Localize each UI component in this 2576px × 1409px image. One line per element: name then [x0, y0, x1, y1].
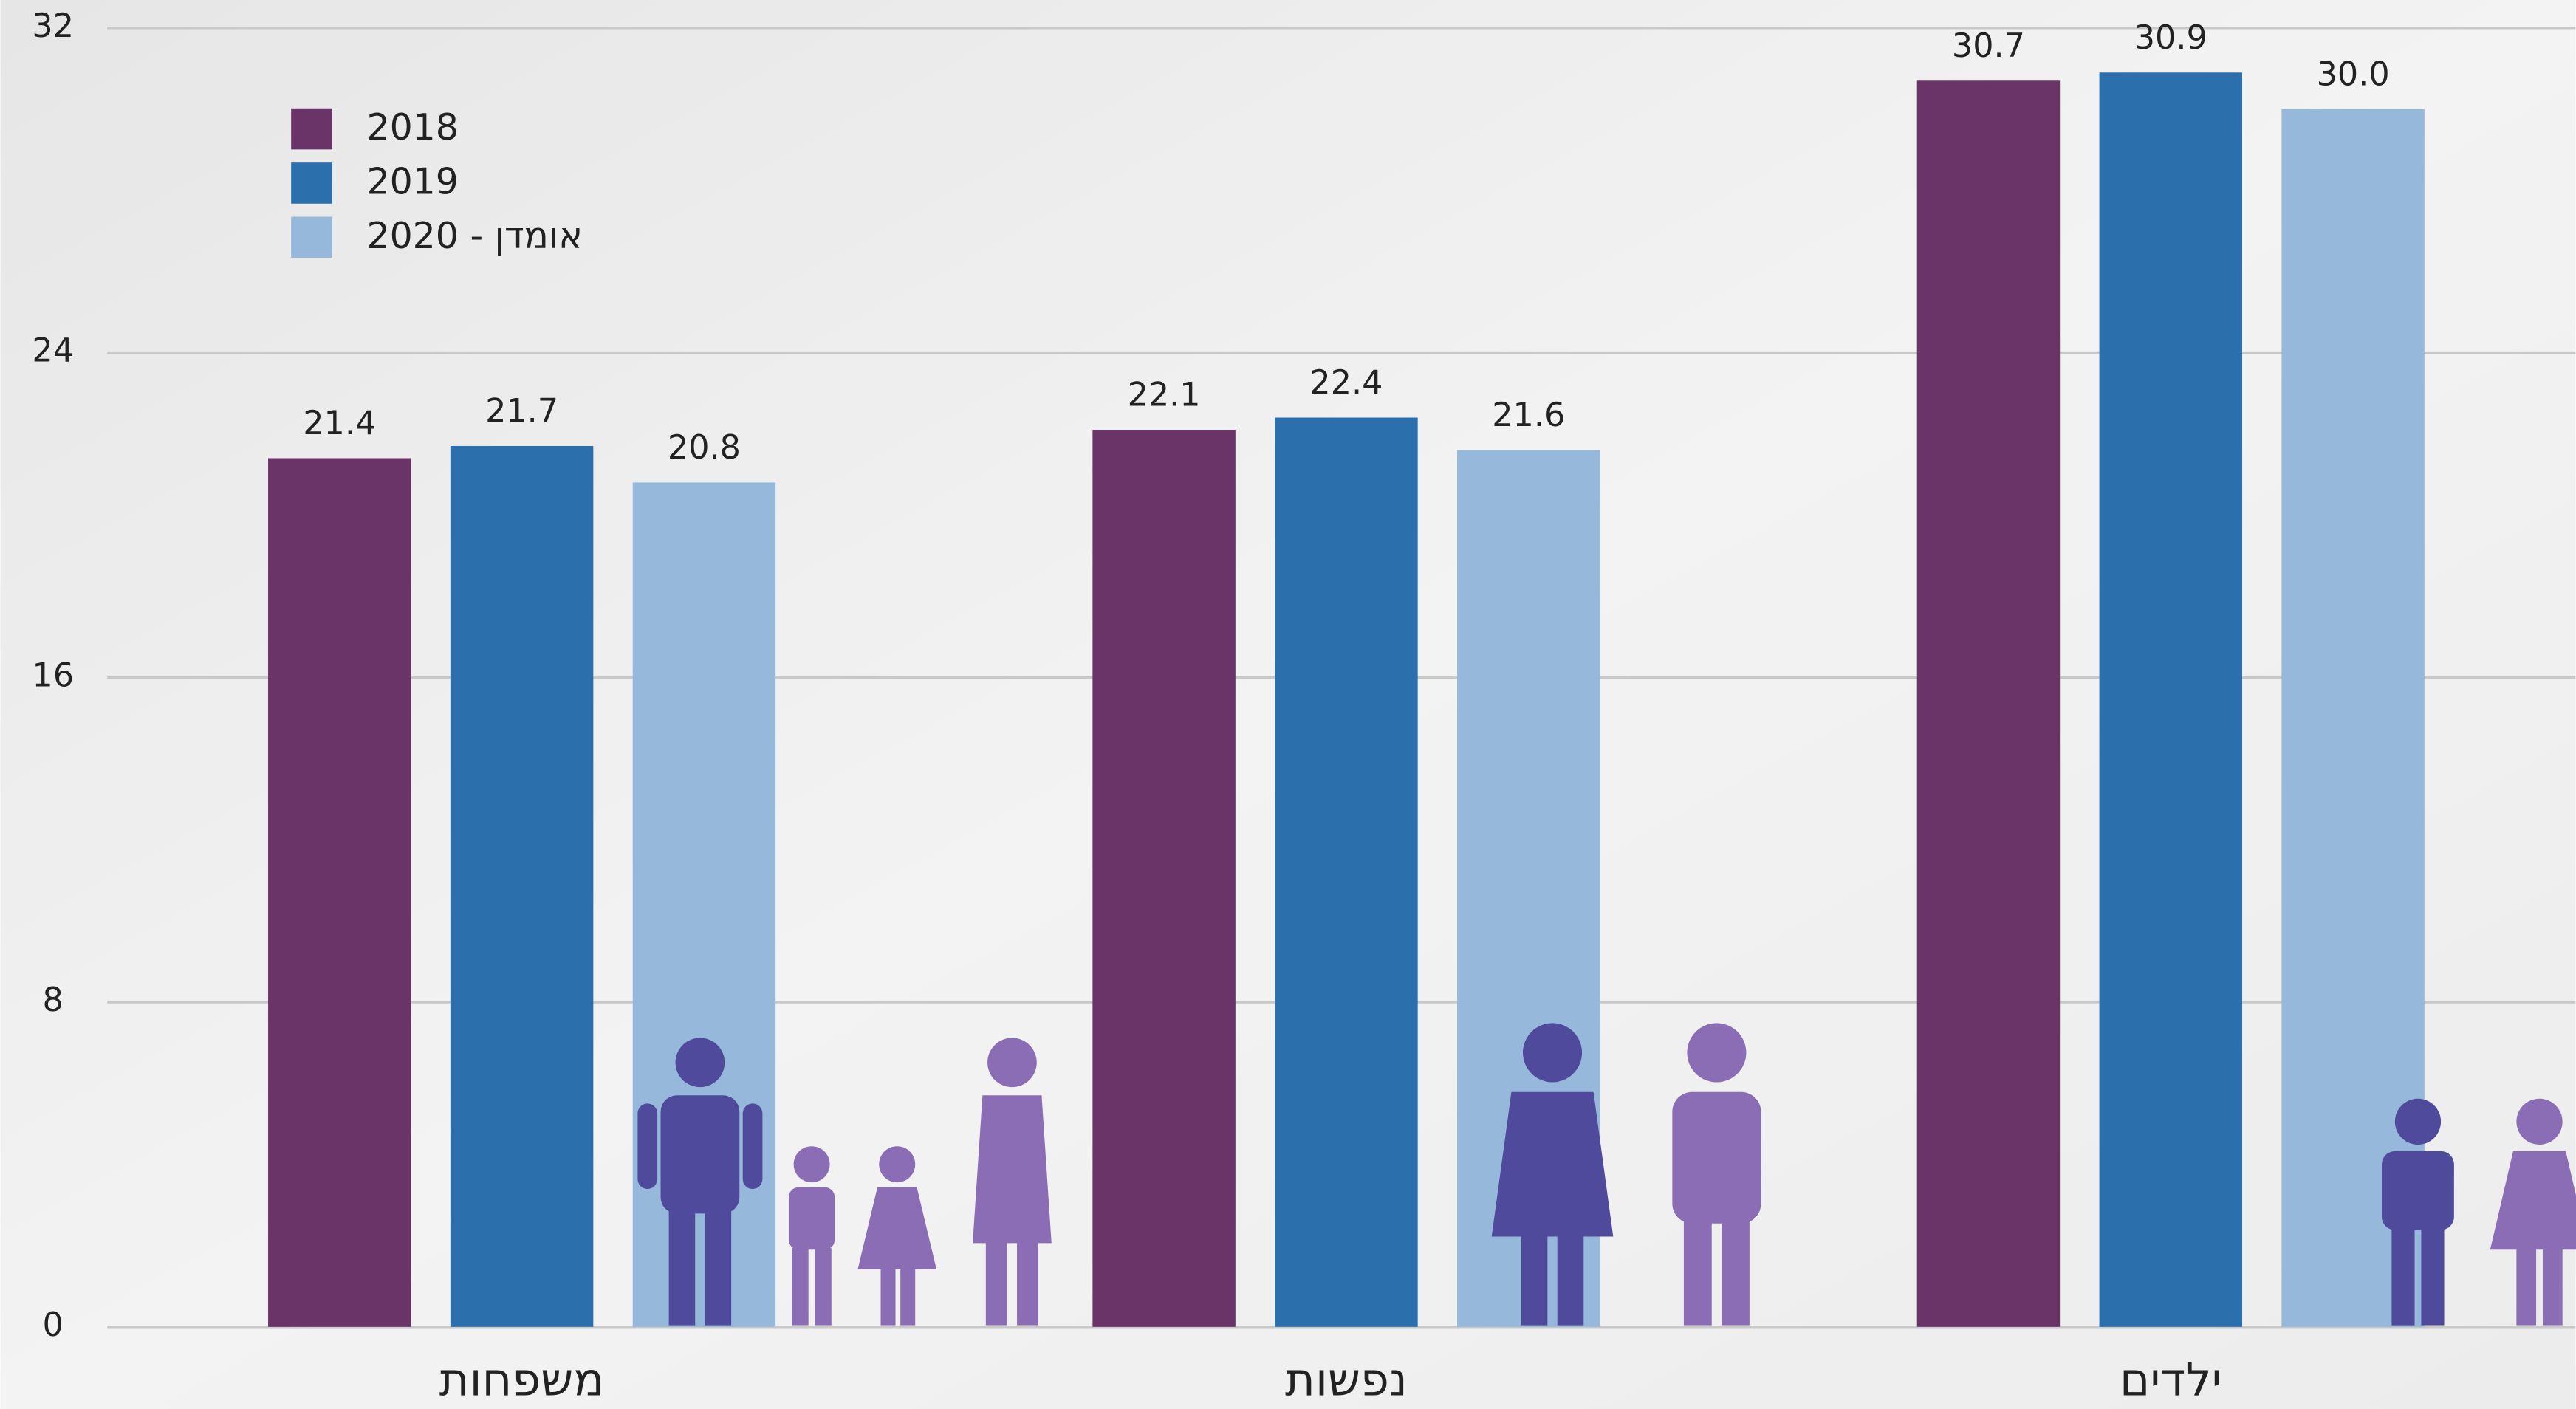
legend-label: 2018 — [366, 106, 458, 148]
legend-label: 2019 — [366, 161, 458, 203]
y-tick-label: 0 — [43, 1306, 64, 1344]
icon-man — [637, 1038, 763, 1326]
icon-boy — [2382, 1098, 2454, 1326]
icon-woman — [973, 1038, 1052, 1326]
bar — [2099, 72, 2243, 1327]
x-tick-label: נפשות — [1285, 1353, 1408, 1407]
value-label: 22.1 — [1128, 377, 1201, 414]
y-tick-label: 24 — [32, 332, 74, 370]
x-tick-label: משפחות — [439, 1353, 605, 1407]
value-label: 22.4 — [1309, 364, 1383, 402]
icon-woman — [1491, 1023, 1614, 1326]
legend-swatch — [291, 216, 332, 258]
legend-swatch — [291, 162, 332, 204]
bar — [268, 458, 411, 1327]
icon-boy — [788, 1146, 835, 1326]
x-tick-label: ילדים — [2120, 1353, 2222, 1407]
legend-label: 2020 - אומדן — [366, 215, 582, 257]
value-label: 20.8 — [668, 429, 741, 467]
bar — [450, 445, 594, 1327]
value-label: 21.4 — [303, 405, 376, 442]
y-tick-label: 32 — [32, 7, 74, 45]
value-label: 30.9 — [2134, 19, 2207, 57]
value-label: 30.7 — [1952, 27, 2025, 65]
icon-girl — [2490, 1098, 2576, 1326]
icon-girl — [857, 1146, 937, 1326]
legend-swatch — [291, 108, 332, 150]
y-tick-label: 8 — [43, 981, 64, 1019]
value-label: 30.0 — [2317, 55, 2390, 93]
bar — [2281, 109, 2425, 1327]
y-tick-label: 16 — [32, 656, 74, 694]
people-icons — [637, 1023, 2576, 1326]
bar — [1916, 80, 2061, 1327]
plot: 0 8 16 24 32 21.4 22.1 30.7 21.7 22.4 30.9 20.8 21.6… — [32, 7, 2576, 1407]
bar — [1275, 417, 1418, 1327]
icon-man — [1672, 1023, 1761, 1326]
value-label: 21.6 — [1492, 397, 1565, 434]
bar — [1092, 429, 1236, 1327]
value-label: 21.7 — [485, 393, 558, 431]
